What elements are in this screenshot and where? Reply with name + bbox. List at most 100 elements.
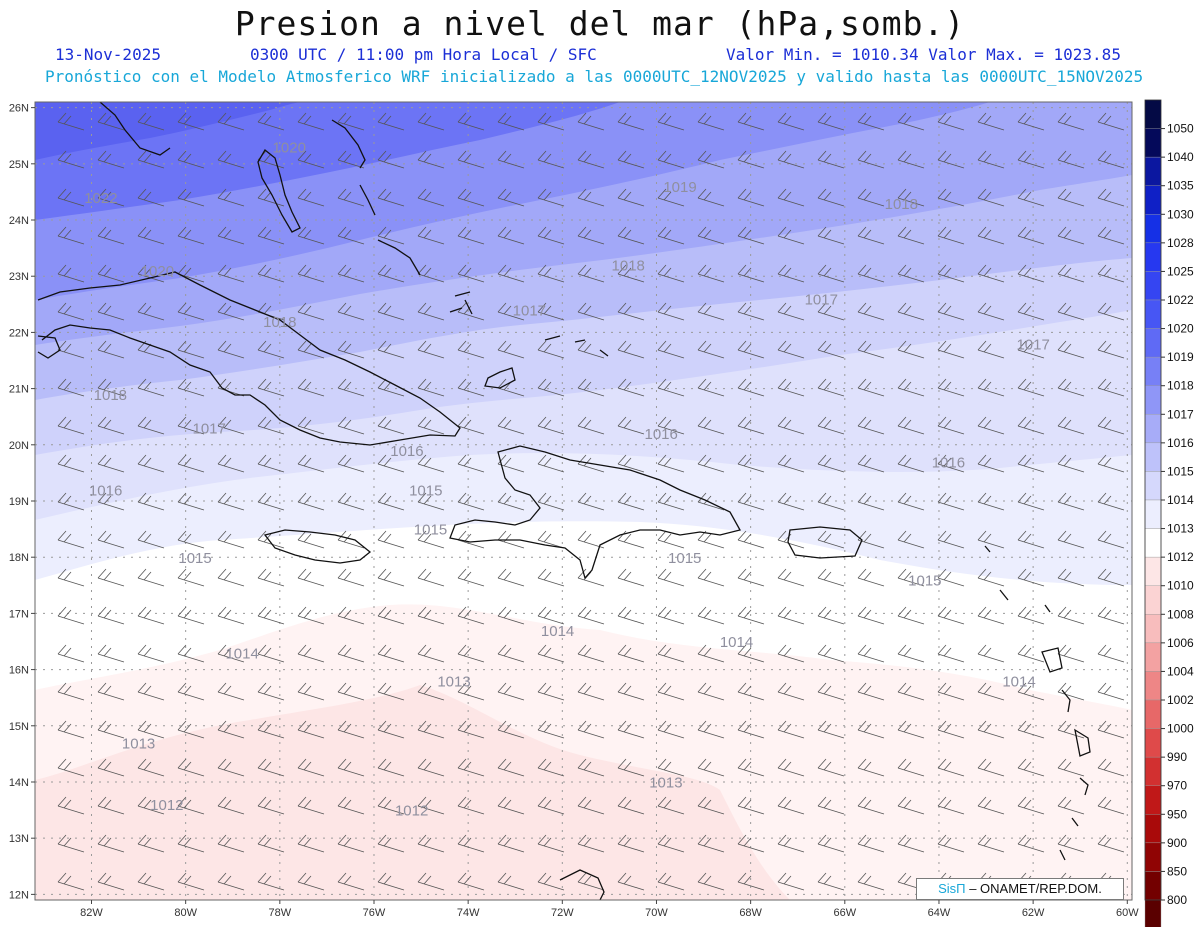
wind-barb bbox=[337, 378, 365, 397]
wind-barb bbox=[97, 454, 125, 473]
wind-barb bbox=[857, 606, 885, 625]
wind-barb bbox=[817, 606, 845, 625]
wind-barb bbox=[897, 112, 925, 131]
wind-barb bbox=[1057, 606, 1085, 625]
wind-barb bbox=[977, 454, 1005, 473]
wind-barb bbox=[897, 492, 925, 511]
wind-barb bbox=[617, 644, 645, 663]
wind-barb bbox=[97, 150, 125, 169]
wind-barb bbox=[817, 492, 845, 511]
isobar-label: 1020 bbox=[273, 140, 306, 157]
wind-barb bbox=[497, 530, 525, 549]
wind-barb bbox=[217, 340, 245, 359]
isobar-label: 1022 bbox=[84, 190, 117, 207]
wind-barb bbox=[297, 606, 325, 625]
wind-barb bbox=[1017, 644, 1045, 663]
wind-barb bbox=[897, 568, 925, 587]
wind-barb bbox=[897, 644, 925, 663]
wind-barb bbox=[657, 492, 685, 511]
wind-barb bbox=[737, 720, 765, 739]
wind-barb bbox=[737, 644, 765, 663]
lat-tick-label: 23N bbox=[9, 271, 29, 283]
wind-barb bbox=[217, 644, 245, 663]
wind-barb bbox=[377, 568, 405, 587]
wind-barb bbox=[937, 150, 965, 169]
lat-tick-label: 16N bbox=[9, 665, 29, 677]
wind-barb bbox=[857, 454, 885, 473]
wind-barb bbox=[297, 682, 325, 701]
hispaniola-coastline bbox=[449, 445, 741, 580]
wind-barb bbox=[497, 454, 525, 473]
wind-barb bbox=[1097, 530, 1125, 549]
wind-barb bbox=[737, 758, 765, 777]
wind-barb bbox=[657, 834, 685, 853]
wind-barb bbox=[97, 264, 125, 283]
wind-barb bbox=[337, 264, 365, 283]
wind-barb bbox=[217, 188, 245, 207]
colorbar-label: 950 bbox=[1167, 807, 1187, 821]
wind-barb bbox=[937, 720, 965, 739]
wind-barb bbox=[497, 492, 525, 511]
wind-barb bbox=[217, 302, 245, 321]
wind-barb bbox=[417, 796, 445, 815]
wind-barb bbox=[297, 264, 325, 283]
wind-barb bbox=[737, 530, 765, 549]
wind-barb bbox=[1057, 530, 1085, 549]
wind-barb bbox=[57, 188, 85, 207]
wind-barb bbox=[257, 682, 285, 701]
wind-barb bbox=[617, 416, 645, 435]
wind-barb bbox=[817, 378, 845, 397]
wind-barb bbox=[337, 606, 365, 625]
lon-tick-label: 78W bbox=[269, 907, 292, 919]
wind-barb bbox=[177, 834, 205, 853]
wind-barb bbox=[1097, 682, 1125, 701]
lat-tick-label: 19N bbox=[9, 496, 29, 508]
wind-barb bbox=[257, 834, 285, 853]
wind-barb bbox=[377, 264, 405, 283]
lat-tick-label: 12N bbox=[9, 889, 29, 901]
lon-tick-label: 72W bbox=[551, 907, 574, 919]
wind-barb bbox=[57, 454, 85, 473]
wind-barb bbox=[1017, 188, 1045, 207]
wind-barb bbox=[897, 606, 925, 625]
wind-barb bbox=[897, 264, 925, 283]
wind-barb bbox=[57, 150, 85, 169]
wind-barb bbox=[1097, 454, 1125, 473]
wind-barb bbox=[697, 834, 725, 853]
wind-barb bbox=[617, 492, 645, 511]
wind-barb bbox=[457, 340, 485, 359]
colorbar-label: 1010 bbox=[1167, 579, 1194, 593]
lon-tick-label: 82W bbox=[80, 907, 103, 919]
wind-barb bbox=[217, 150, 245, 169]
lat-tick-label: 20N bbox=[9, 440, 29, 452]
wind-barb bbox=[1017, 264, 1045, 283]
wind-barb bbox=[537, 150, 565, 169]
colorbar-label: 1006 bbox=[1167, 636, 1194, 650]
wind-barb bbox=[337, 340, 365, 359]
wind-barb bbox=[777, 226, 805, 245]
wind-barb bbox=[417, 264, 445, 283]
wind-barb bbox=[937, 492, 965, 511]
colorbar-swatch bbox=[1144, 585, 1162, 615]
wind-barb bbox=[417, 454, 445, 473]
wind-barb bbox=[937, 606, 965, 625]
wind-barb bbox=[1057, 226, 1085, 245]
wind-barb bbox=[1057, 264, 1085, 283]
coastlines bbox=[37, 102, 1091, 900]
wind-barb bbox=[657, 796, 685, 815]
wind-barb bbox=[1097, 264, 1125, 283]
wind-barb bbox=[297, 416, 325, 435]
wind-barb bbox=[97, 492, 125, 511]
wind-barb bbox=[777, 112, 805, 131]
isobar-label: 1015 bbox=[908, 572, 941, 589]
wind-barb bbox=[777, 378, 805, 397]
wind-barb bbox=[497, 796, 525, 815]
wind-barb bbox=[137, 720, 165, 739]
wind-barb bbox=[1057, 302, 1085, 321]
wind-barb bbox=[737, 150, 765, 169]
isobar-label: 1014 bbox=[225, 645, 258, 662]
colorbar-label: 1025 bbox=[1167, 264, 1194, 278]
wind-barb bbox=[537, 454, 565, 473]
wind-barb bbox=[977, 644, 1005, 663]
wind-barb bbox=[377, 834, 405, 853]
